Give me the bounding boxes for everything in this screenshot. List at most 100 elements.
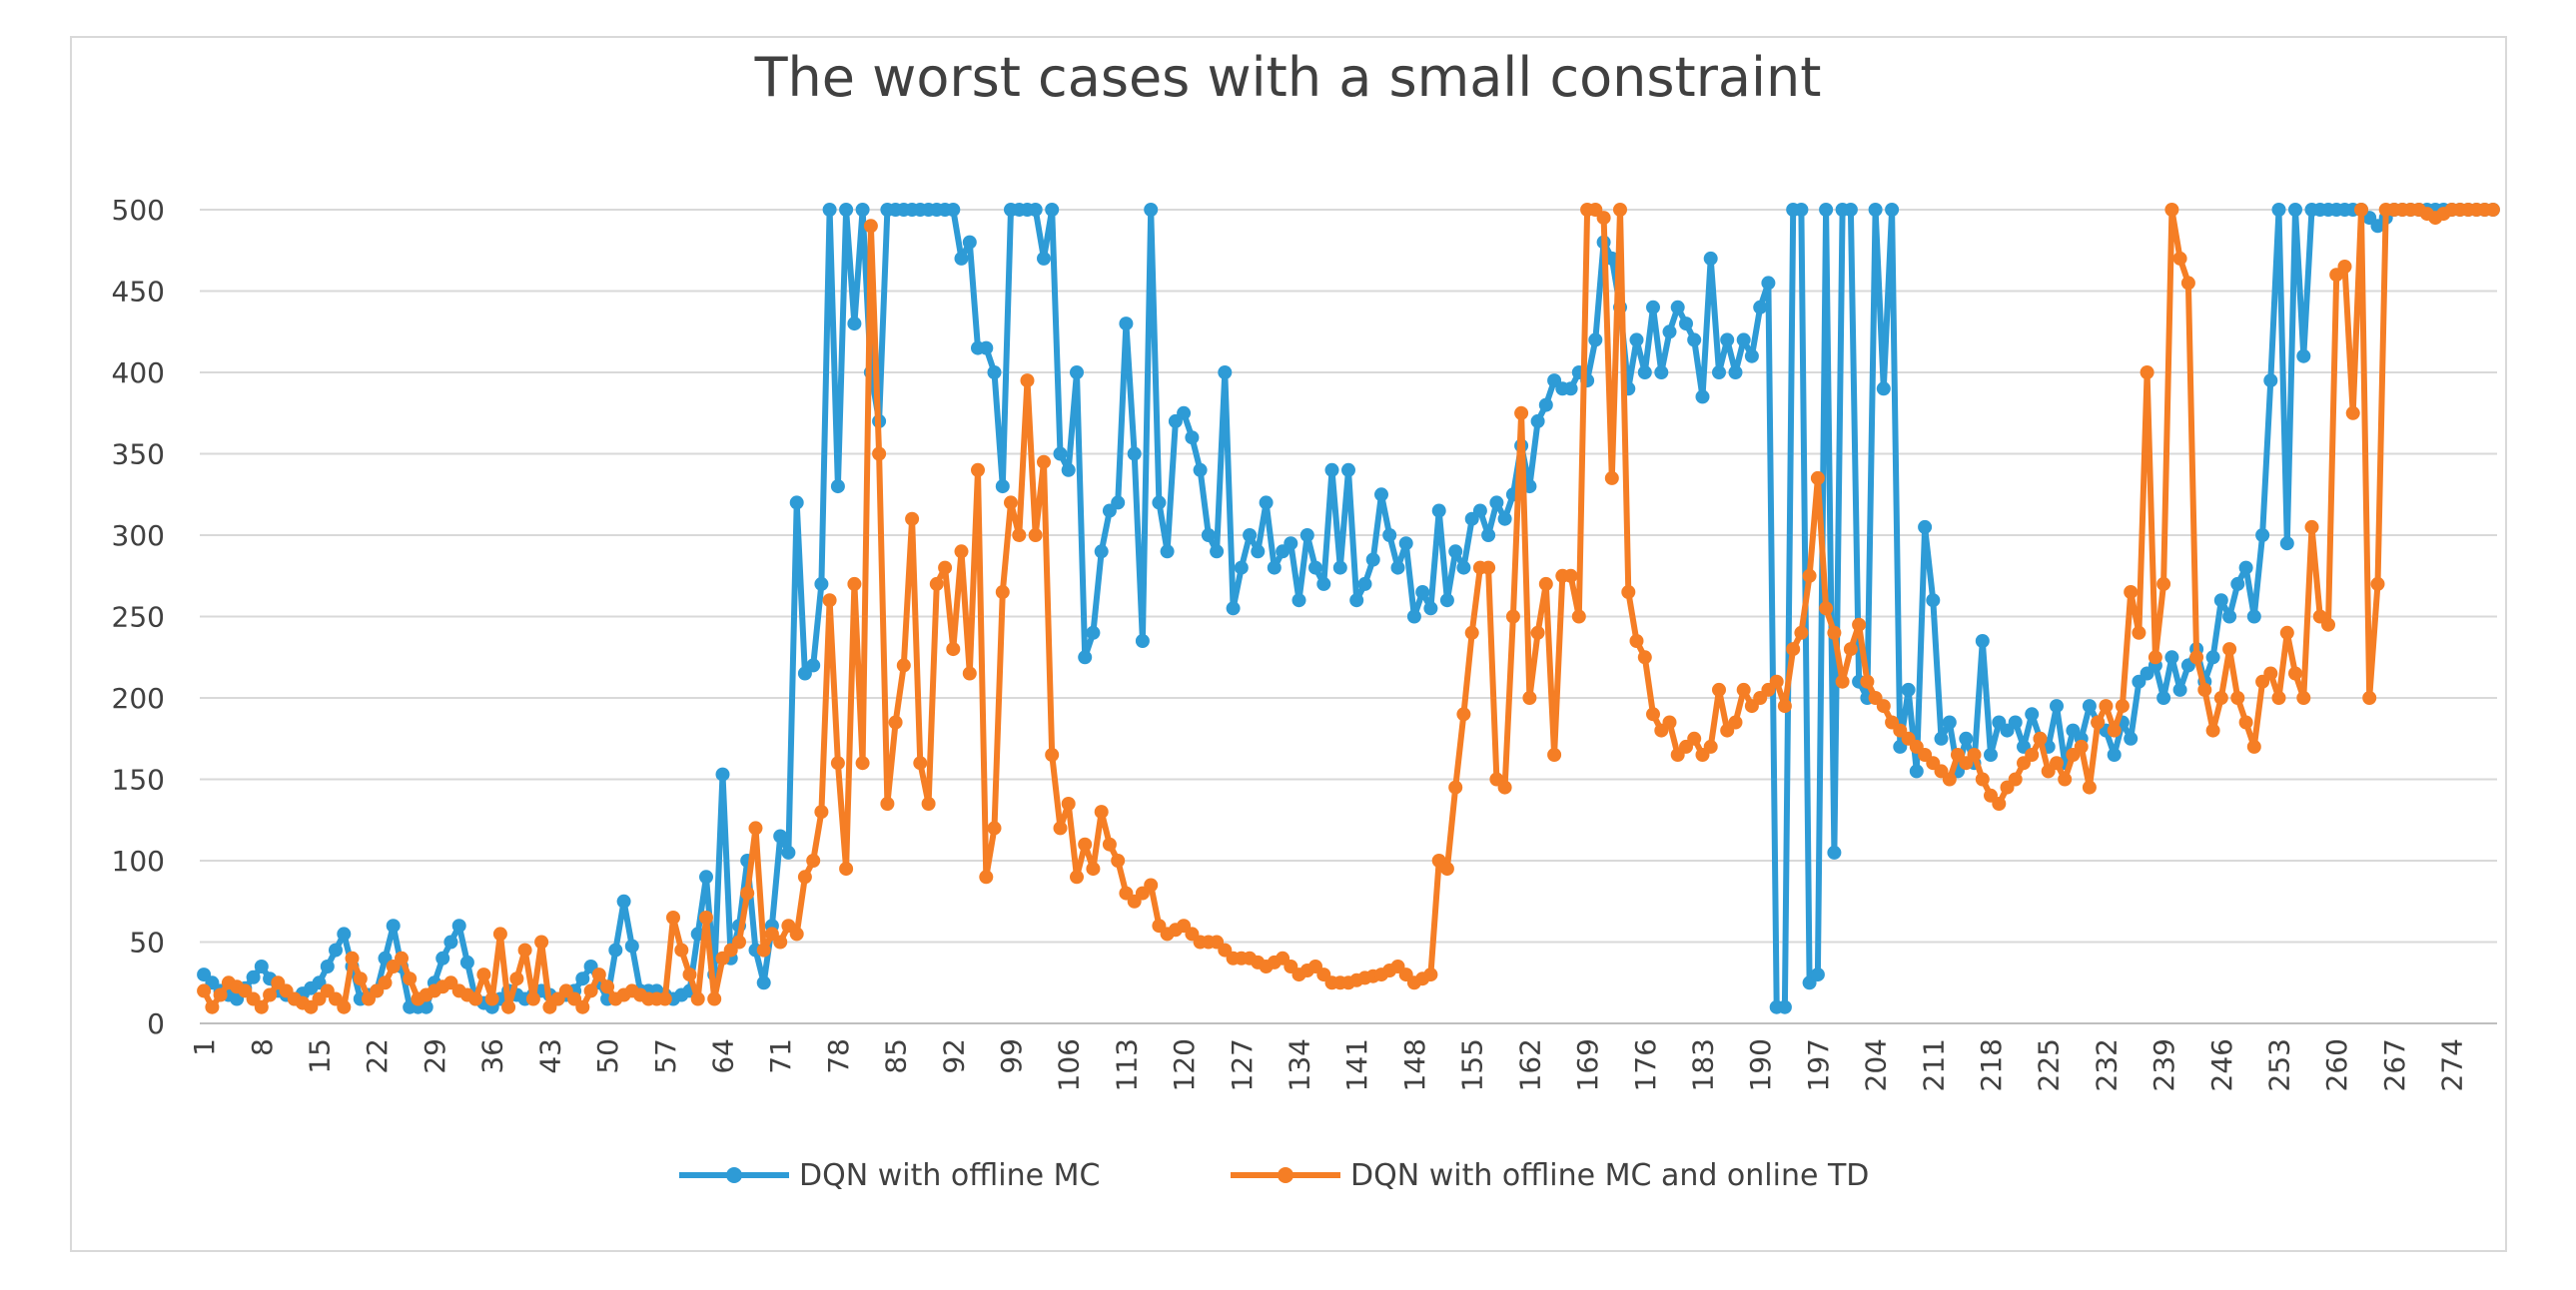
data-point [1835,674,1850,689]
data-point [699,870,713,885]
data-point [435,951,450,966]
data-point [1786,642,1801,657]
data-point [2099,699,2114,714]
data-point [1843,203,1858,217]
data-point [1267,560,1282,575]
series-1 [197,203,2500,1014]
data-point [2033,731,2048,746]
x-tick-label: 169 [1571,1038,1604,1091]
legend-marker-series-0 [679,1167,789,1183]
data-point [1045,203,1060,217]
data-point [1284,536,1298,551]
data-point [1094,805,1109,820]
data-point [1777,999,1792,1014]
data-point [789,495,804,510]
data-point [962,235,977,250]
data-point [1028,203,1043,217]
data-point [2230,576,2245,591]
legend-marker-series-1 [1231,1167,1340,1183]
data-point [1070,365,1084,379]
data-point [492,927,507,942]
data-point [2255,528,2270,542]
data-point [847,576,862,591]
data-point [1472,503,1487,518]
data-point [2008,715,2023,730]
data-point [2370,576,2385,591]
data-point [1185,430,1200,445]
series-line-0 [201,207,2493,1010]
data-point [337,927,352,942]
data-point [1604,470,1619,485]
data-point [2180,276,2195,291]
data-point [2296,348,2311,363]
x-tick-label: 15 [304,1038,337,1074]
data-point [814,805,829,820]
data-point [468,991,483,1006]
data-point [2058,772,2073,787]
data-point [1687,731,1702,746]
data-point [1456,707,1471,722]
data-point [624,939,639,954]
data-point [1423,968,1438,982]
data-point [1843,642,1858,657]
data-point [1827,845,1842,860]
x-tick-label: 267 [2378,1038,2411,1091]
data-point [1251,544,1266,559]
data-point [1218,365,1233,379]
data-point [1712,365,1726,379]
data-point [1448,780,1463,795]
data-point [1045,748,1060,762]
data-point [1679,317,1693,331]
x-tick-label: 92 [937,1038,970,1074]
data-point [591,968,606,982]
data-point [1538,576,1553,591]
data-point [1934,731,1949,746]
data-point [1992,797,2007,811]
data-point [1662,324,1677,339]
data-point [855,756,870,771]
data-point [1530,413,1545,428]
data-point [1299,528,1314,542]
y-tick-label: 250 [112,601,165,634]
data-point [682,968,697,982]
data-point [666,911,680,925]
data-point [1629,634,1644,648]
data-point [2008,772,2023,787]
data-point [814,576,829,591]
data-point [254,960,269,973]
x-tick-label: 253 [2263,1038,2296,1091]
data-point [1308,560,1322,575]
data-point [2337,260,2352,274]
data-point [1885,203,1900,217]
data-point [830,479,845,494]
data-point [855,203,870,217]
data-point [987,365,1002,379]
data-point [1193,462,1208,477]
data-point [2271,691,2286,705]
legend-label-series-1: DQN with offline MC and online TD [1350,1157,1870,1193]
data-point [1654,365,1669,379]
data-point [987,821,1002,836]
data-point [1111,495,1126,510]
x-tick-label: 85 [880,1038,913,1074]
x-tick-label: 71 [764,1038,797,1074]
data-point [1201,528,1216,542]
data-point [2205,723,2220,738]
x-tick-label: 22 [361,1038,394,1074]
x-tick-label: 239 [2147,1038,2180,1091]
x-tick-label: 36 [476,1038,509,1074]
x-tick-label: 64 [706,1038,739,1074]
data-point [690,991,705,1006]
data-point [748,821,763,836]
data-point [2304,519,2319,534]
data-point [246,969,261,984]
data-point [1514,405,1529,420]
y-tick-label: 350 [112,438,165,471]
data-point [2082,780,2097,795]
data-point [1357,576,1372,591]
x-tick-label: 225 [2033,1038,2066,1091]
y-tick-label: 450 [112,276,165,309]
data-point [1621,585,1636,599]
data-point [1876,381,1891,396]
data-point [1563,568,1578,583]
